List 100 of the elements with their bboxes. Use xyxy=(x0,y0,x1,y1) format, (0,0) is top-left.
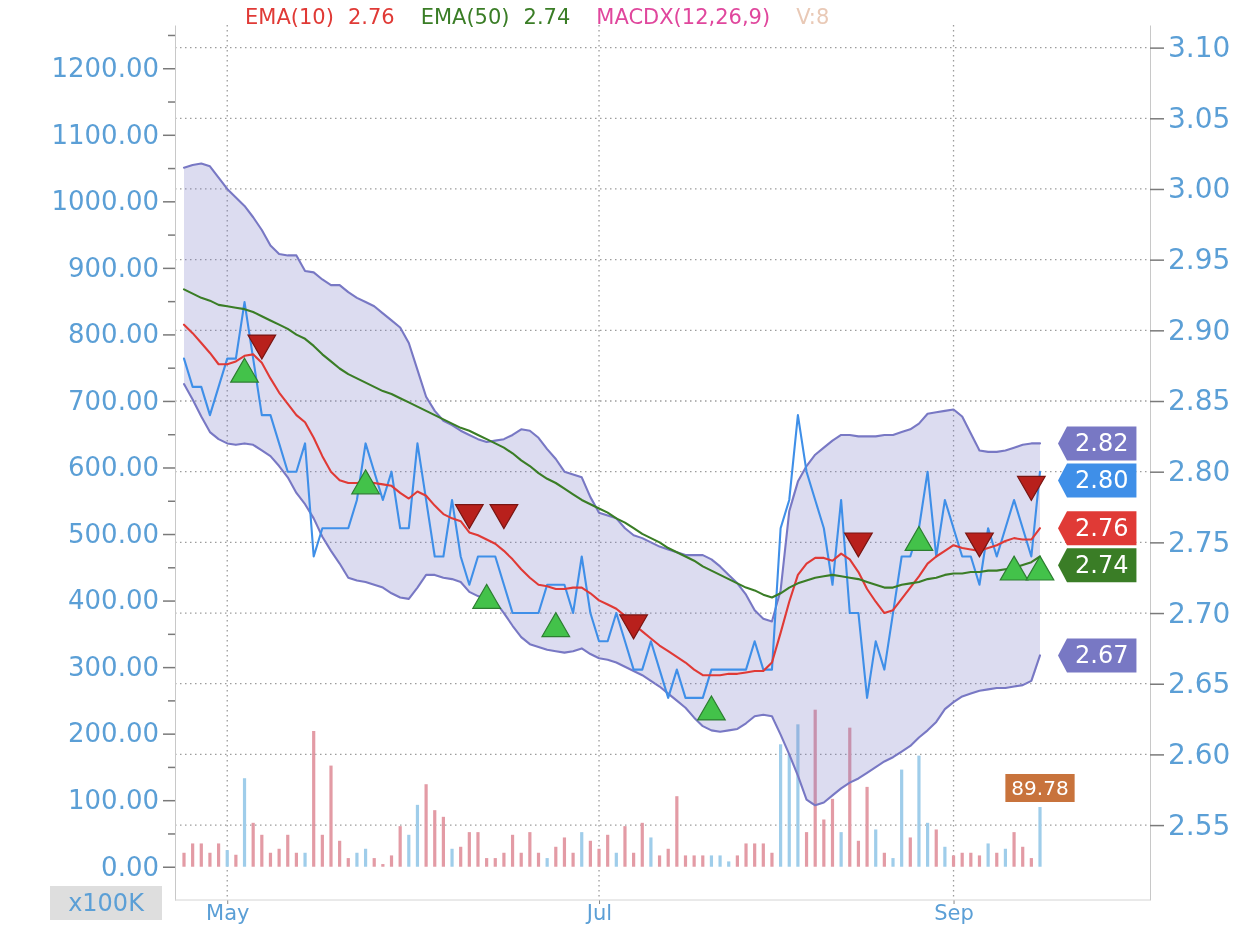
bar xyxy=(424,784,428,867)
data-label: 2.74 xyxy=(1075,551,1129,580)
bar xyxy=(1029,858,1033,867)
bar xyxy=(960,852,964,867)
bar xyxy=(986,843,990,867)
y2-tick-label: 3.05 xyxy=(1168,101,1231,135)
bar xyxy=(675,796,679,867)
bar xyxy=(260,834,264,867)
bar xyxy=(649,837,653,867)
bar xyxy=(830,798,835,867)
y-tick-label: 700.00 xyxy=(68,385,159,416)
bar xyxy=(865,786,869,867)
bar xyxy=(536,852,541,867)
bar xyxy=(882,852,886,867)
bar xyxy=(303,852,307,867)
bar xyxy=(476,832,480,867)
bar xyxy=(735,855,739,867)
text: EMA(10) xyxy=(245,5,334,29)
y-tick-label: 0.00 xyxy=(101,851,159,882)
bar xyxy=(709,855,714,867)
bar xyxy=(329,765,333,867)
bar xyxy=(320,834,324,867)
bar xyxy=(251,822,255,867)
bar xyxy=(580,832,584,867)
data-label: 2.80 xyxy=(1075,466,1129,495)
bar xyxy=(242,778,247,867)
bar xyxy=(969,852,973,867)
bar xyxy=(701,855,705,867)
y-tick-label: 300.00 xyxy=(68,651,159,682)
bar xyxy=(744,843,748,867)
annotation: V:8 xyxy=(796,5,830,29)
y-tick-label: 1100.00 xyxy=(51,119,159,150)
bar xyxy=(450,848,454,867)
y2-tick-label: 2.75 xyxy=(1168,525,1231,559)
bar xyxy=(683,855,688,867)
bar xyxy=(787,754,791,867)
y2-tick-label: 2.90 xyxy=(1168,313,1231,347)
y-tick-label: 800.00 xyxy=(68,319,159,350)
data-label: 89.78 xyxy=(1011,775,1069,800)
bar xyxy=(485,858,489,867)
bar xyxy=(640,822,644,867)
bar xyxy=(346,858,350,867)
bar xyxy=(900,769,904,867)
bar xyxy=(632,852,636,867)
bar xyxy=(597,848,601,867)
bar xyxy=(943,846,947,867)
y-tick-label: 400.00 xyxy=(68,585,159,616)
y-tick-label: 100.00 xyxy=(68,785,159,816)
y2-tick-label: 2.55 xyxy=(1168,808,1231,842)
bar xyxy=(191,843,195,867)
bar xyxy=(753,843,757,867)
y2-tick-label: 2.70 xyxy=(1168,596,1231,630)
y-tick-label: 900.00 xyxy=(68,252,159,283)
bar xyxy=(459,846,463,867)
bar xyxy=(1012,832,1016,867)
x-tick-label: May xyxy=(206,900,250,925)
bar xyxy=(692,855,696,867)
bar xyxy=(1003,848,1008,867)
y2-tick-label: 2.95 xyxy=(1168,243,1231,277)
text: EMA(50) xyxy=(420,5,510,29)
y-tick-label: 1200.00 xyxy=(51,53,159,84)
bar xyxy=(770,852,774,867)
bar xyxy=(199,843,203,867)
line-series xyxy=(182,162,1042,623)
y2-tick-label: 2.80 xyxy=(1168,455,1231,489)
bar xyxy=(934,829,938,867)
bar xyxy=(294,852,298,867)
bar xyxy=(528,832,532,867)
annotation: MACDX(12,26,9) xyxy=(596,5,771,29)
bar xyxy=(545,858,549,867)
bar xyxy=(372,858,376,867)
bar xyxy=(268,852,273,867)
bar xyxy=(415,804,420,867)
bar xyxy=(588,840,592,867)
data-label: 2.67 xyxy=(1075,641,1129,670)
bar xyxy=(856,840,861,867)
bar xyxy=(926,822,930,867)
y-tick-label: 200.00 xyxy=(68,718,159,749)
bar xyxy=(286,834,290,867)
bar xyxy=(761,843,765,867)
bar xyxy=(277,848,281,867)
bar xyxy=(389,855,394,867)
bar xyxy=(502,852,506,867)
bar xyxy=(977,855,982,867)
bar xyxy=(779,744,783,867)
x-tick-label: Sep xyxy=(934,900,974,925)
bar xyxy=(822,819,826,867)
bar xyxy=(995,852,999,867)
bar xyxy=(657,855,662,867)
bar xyxy=(519,852,523,867)
bar xyxy=(839,832,843,867)
bar xyxy=(891,858,895,867)
bar xyxy=(614,852,618,867)
bar xyxy=(381,864,385,867)
y2-tick-label: 2.65 xyxy=(1168,667,1231,701)
y2-tick-label: 2.60 xyxy=(1168,737,1231,771)
bar xyxy=(493,858,497,867)
y2-tick-label: 3.00 xyxy=(1168,172,1231,206)
bar xyxy=(208,852,212,867)
bar xyxy=(562,837,567,867)
